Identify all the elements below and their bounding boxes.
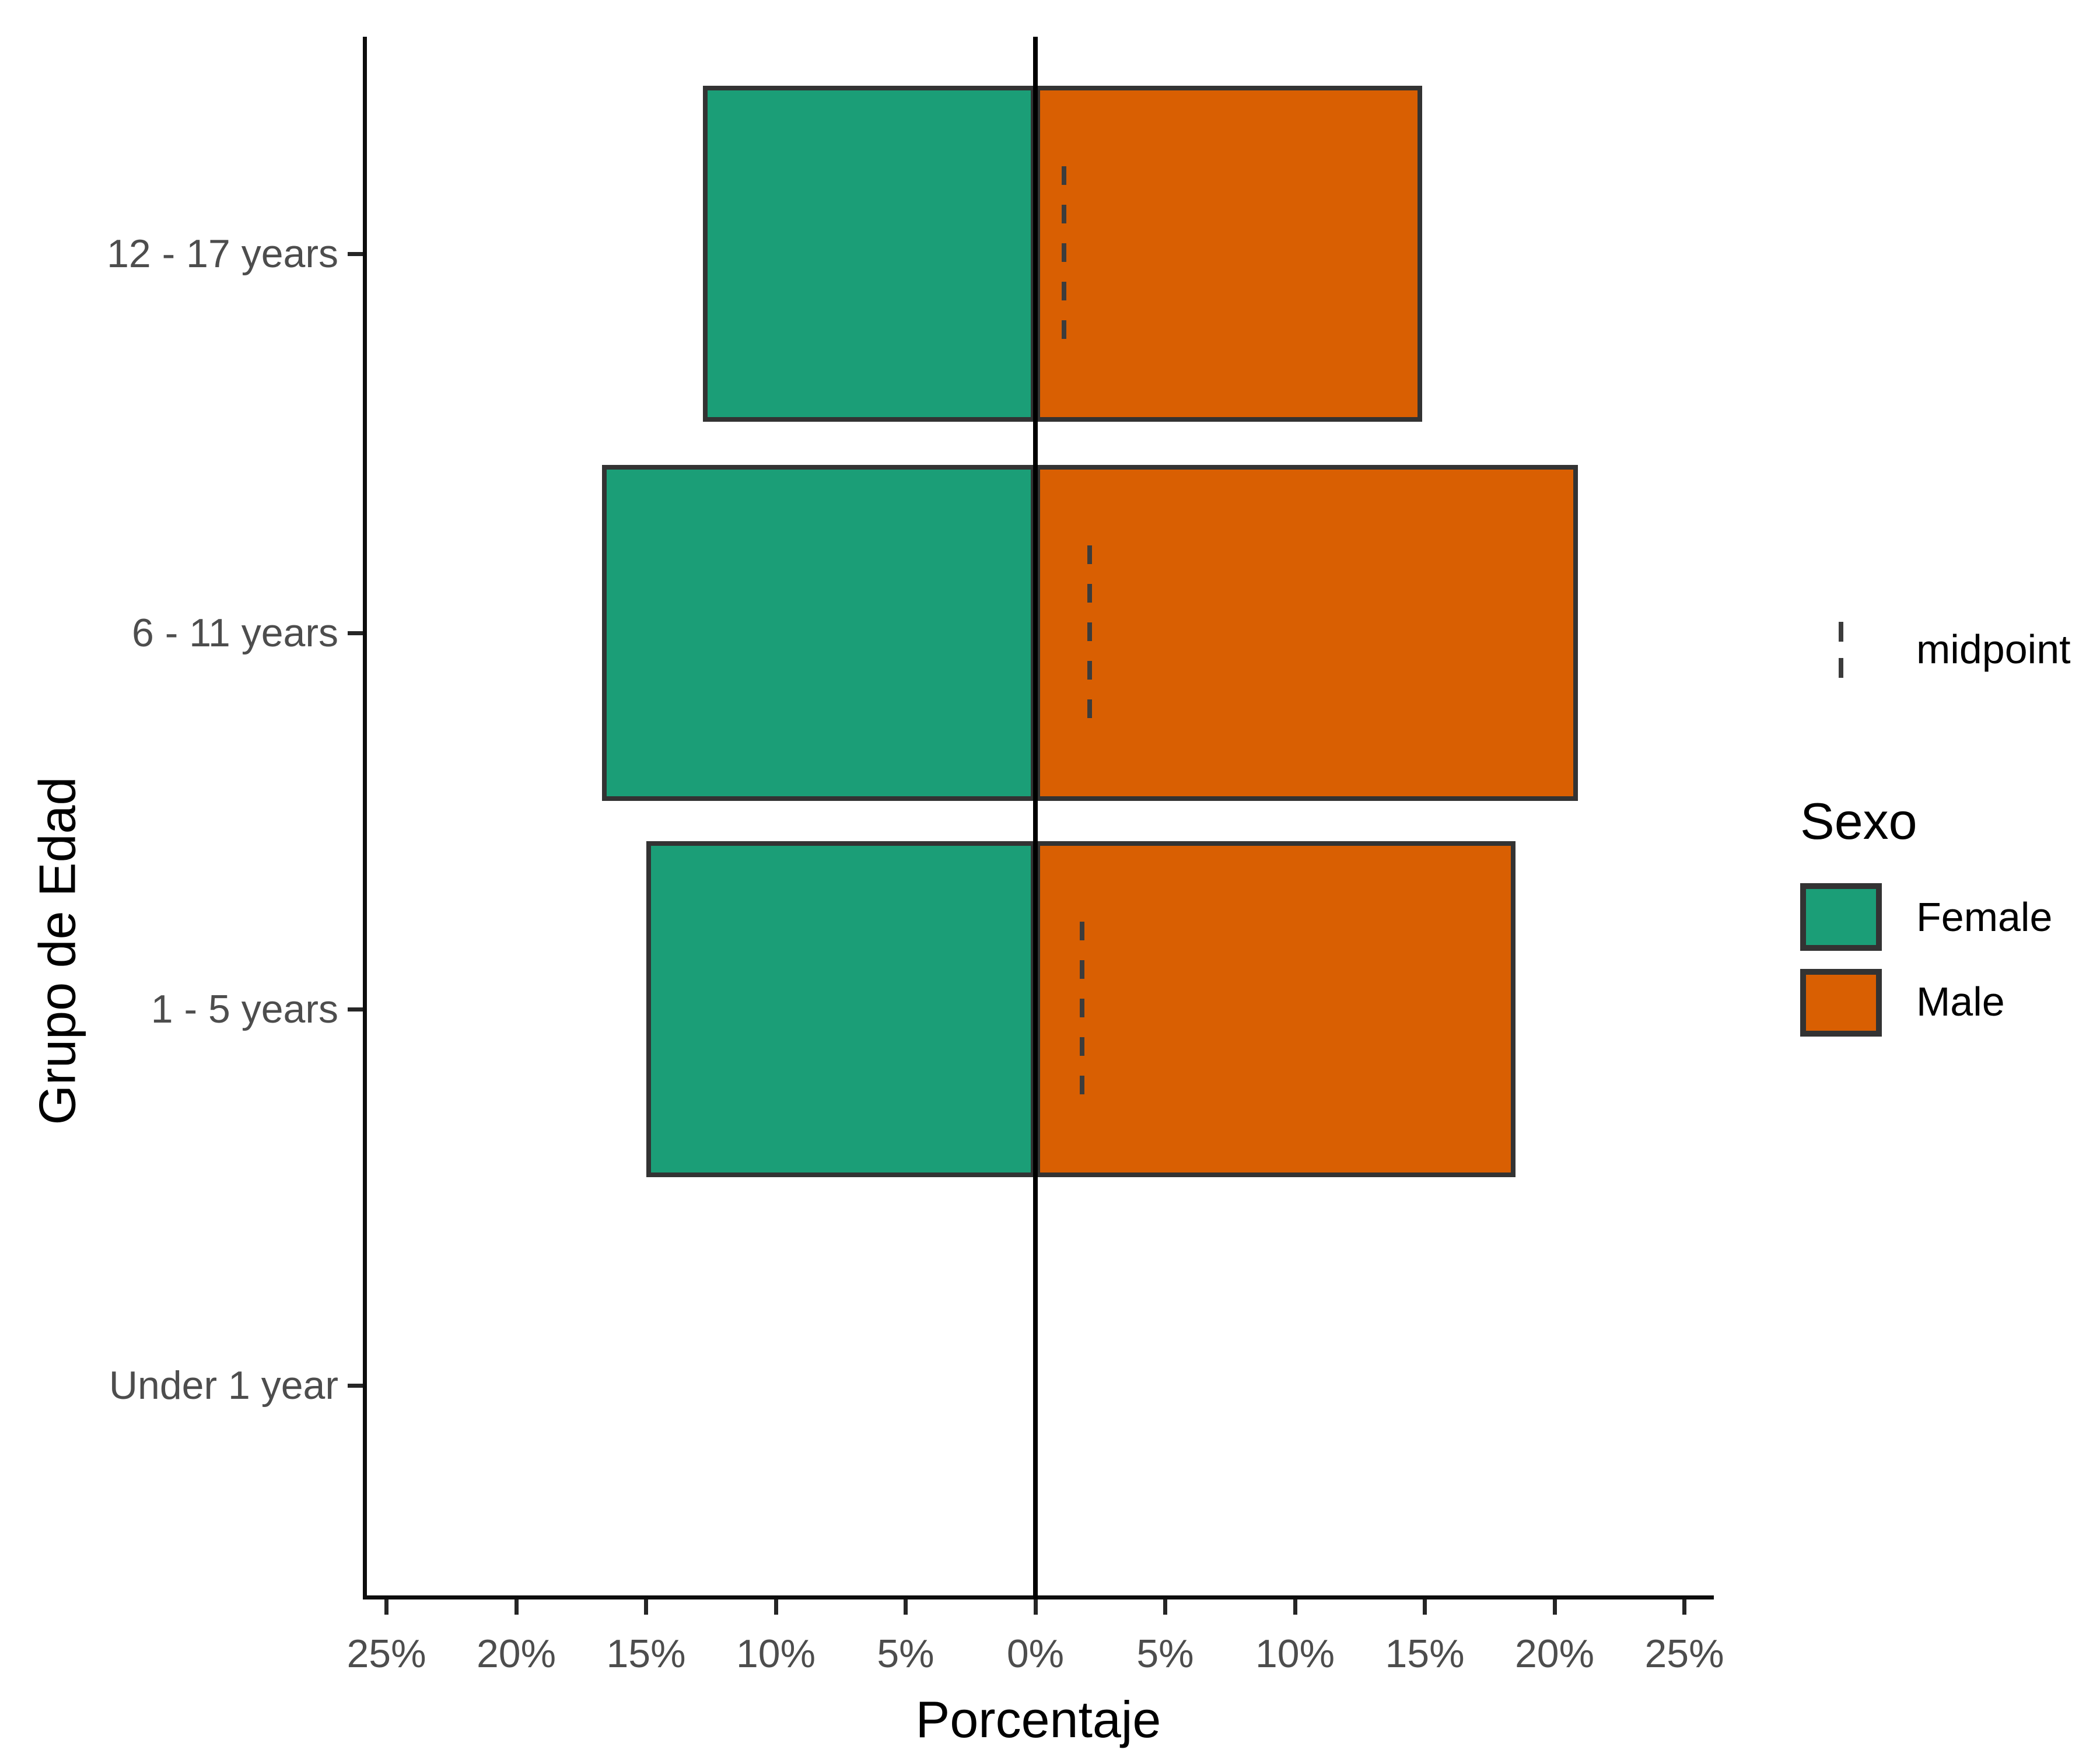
x-tick-label-10: 25%	[1644, 1632, 1724, 1676]
x-tick-10	[1682, 1600, 1686, 1615]
zero-baseline	[1033, 37, 1038, 1600]
y-tick-2	[348, 1007, 363, 1012]
bar-male-0	[1035, 86, 1423, 422]
y-category-label-2: 1 - 5 years	[150, 987, 338, 1031]
legend-female-label: Female	[1916, 894, 2053, 940]
legend-male-label: Male	[1916, 979, 2005, 1024]
x-tick-1	[514, 1600, 519, 1615]
x-tick-label-7: 10%	[1255, 1632, 1335, 1676]
midpoint-marker-1	[1087, 545, 1093, 720]
x-tick-9	[1552, 1600, 1557, 1615]
y-axis-title: Grupo de Edad	[28, 776, 86, 1125]
x-tick-8	[1423, 1600, 1427, 1615]
y-tick-0	[348, 251, 363, 256]
x-tick-2	[644, 1600, 648, 1615]
x-tick-4	[904, 1600, 908, 1615]
midpoint-dash-icon	[1839, 622, 1843, 678]
y-tick-1	[348, 631, 363, 635]
x-tick-label-2: 15%	[606, 1632, 686, 1676]
x-tick-0	[384, 1600, 388, 1615]
bar-male-1	[1035, 465, 1578, 801]
x-tick-label-3: 10%	[736, 1632, 816, 1676]
x-tick-label-4: 5%	[877, 1632, 935, 1676]
legend-swatch-male	[1800, 969, 1882, 1037]
midpoint-marker-2	[1080, 922, 1085, 1097]
bar-female-1	[601, 465, 1035, 801]
bar-male-2	[1035, 841, 1516, 1177]
bar-female-2	[646, 841, 1035, 1177]
x-tick-label-5: 0%	[1006, 1632, 1065, 1676]
x-tick-6	[1163, 1600, 1167, 1615]
y-axis-line	[363, 37, 367, 1600]
x-tick-7	[1293, 1600, 1297, 1615]
x-tick-label-9: 20%	[1514, 1632, 1595, 1676]
legend-title: Sexo	[1800, 792, 1917, 850]
legend-swatch-female	[1800, 883, 1882, 951]
x-tick-label-8: 15%	[1385, 1632, 1465, 1676]
y-category-label-0: 12 - 17 years	[107, 232, 338, 276]
legend-midpoint-label: midpoint	[1916, 626, 2071, 672]
x-tick-3	[774, 1600, 778, 1615]
x-tick-label-6: 5%	[1136, 1632, 1194, 1676]
x-tick-5	[1033, 1600, 1038, 1615]
y-category-label-3: Under 1 year	[108, 1363, 338, 1408]
x-tick-label-1: 20%	[476, 1632, 556, 1676]
midpoint-marker-0	[1061, 166, 1066, 341]
x-tick-label-0: 25%	[346, 1632, 426, 1676]
x-axis-title: Porcentaje	[915, 1690, 1161, 1748]
y-tick-3	[348, 1383, 363, 1388]
x-axis-line	[363, 1595, 1714, 1600]
bar-female-0	[703, 86, 1035, 422]
y-category-label-1: 6 - 11 years	[131, 611, 338, 655]
